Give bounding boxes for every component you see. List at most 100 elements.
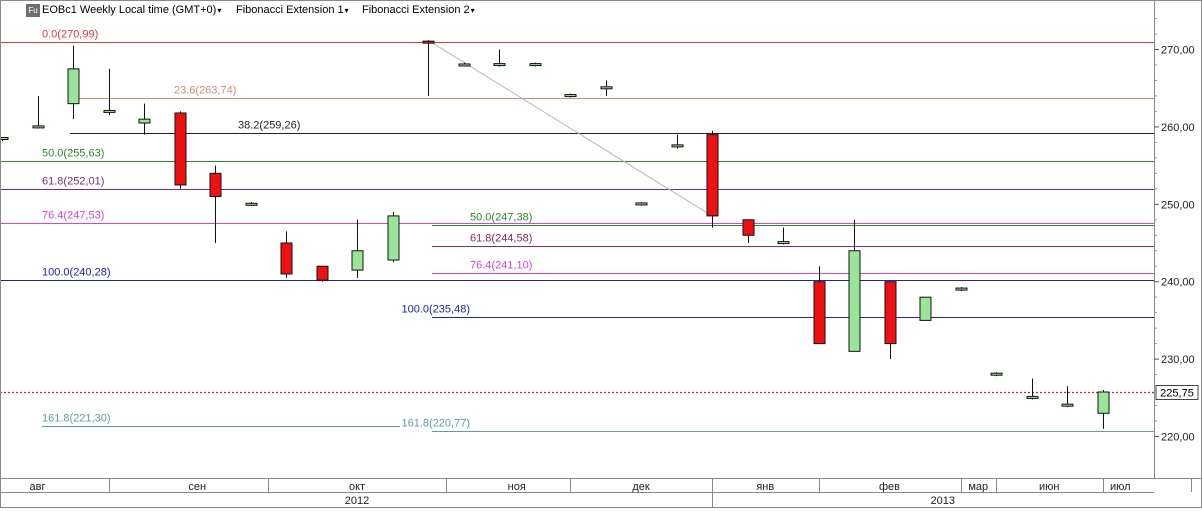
year-label: 2013 bbox=[931, 495, 955, 507]
candle-body-down bbox=[884, 281, 897, 345]
month-label: авг bbox=[30, 481, 46, 493]
last-price-label: 225,75 bbox=[1160, 388, 1194, 400]
candle-body-up bbox=[564, 94, 577, 98]
month-label: июл bbox=[1110, 481, 1131, 493]
last-price-box bbox=[1155, 385, 1199, 400]
candle-body-up bbox=[600, 86, 613, 90]
candle-body-up bbox=[493, 63, 506, 67]
candle-body-up bbox=[1061, 403, 1074, 407]
candle bbox=[493, 49, 506, 67]
candles bbox=[0, 40, 1110, 429]
candle bbox=[351, 219, 364, 278]
indicator-fib-ext-1-menu[interactable]: Fibonacci Extension 1▾ bbox=[236, 3, 349, 18]
candle bbox=[635, 201, 648, 206]
candle-body-up bbox=[671, 144, 684, 148]
month-label: янв bbox=[756, 481, 774, 493]
candle bbox=[742, 219, 755, 243]
fib2-level-label: 76.4(241,10) bbox=[470, 260, 532, 272]
y-tick-label: 230,00 bbox=[1161, 354, 1195, 366]
candle bbox=[955, 287, 968, 291]
fib1-level-label: 100.0(240,28) bbox=[42, 267, 111, 279]
candle bbox=[209, 165, 222, 243]
fib2-level-label: 161.8(220,77) bbox=[402, 418, 471, 430]
candle bbox=[280, 231, 293, 278]
y-tick-label: 250,00 bbox=[1161, 199, 1195, 211]
candle-body-up bbox=[777, 241, 790, 245]
candle bbox=[422, 40, 435, 96]
candle bbox=[600, 80, 613, 96]
candle bbox=[32, 95, 45, 129]
chevron-down-icon: ▾ bbox=[470, 6, 475, 15]
fibonacci-lines bbox=[0, 42, 1154, 432]
candle-body-up bbox=[919, 296, 932, 321]
month-label: ноя bbox=[508, 481, 526, 493]
candle bbox=[245, 201, 258, 206]
y-tick-label: 260,00 bbox=[1161, 122, 1195, 134]
candle-body-up bbox=[245, 202, 258, 206]
indicator-fib-ext-2-label: Fibonacci Extension 2 bbox=[362, 4, 470, 16]
candle bbox=[458, 62, 471, 67]
candle-body-down bbox=[422, 40, 435, 44]
candle-body-down bbox=[174, 112, 187, 186]
candle-body-up bbox=[32, 125, 45, 129]
candle bbox=[174, 111, 187, 189]
fibonacci-labels: 0.0(270,99) 23.6(263,74) 38.2(259,26) 50.0(… bbox=[42, 29, 532, 430]
candle bbox=[671, 134, 684, 149]
chevron-down-icon: ▾ bbox=[344, 6, 349, 15]
fib1-level-label: 61.8(252,01) bbox=[42, 176, 104, 188]
month-label: дек bbox=[632, 481, 650, 493]
fib2-level-label: 61.8(244,58) bbox=[470, 233, 532, 245]
candle-body-down bbox=[742, 219, 755, 236]
fib2-level-label: 100.0(235,48) bbox=[402, 304, 471, 316]
candle bbox=[706, 130, 719, 228]
trend-line bbox=[427, 39, 713, 217]
fib1-level-label: 38.2(259,26) bbox=[238, 120, 300, 132]
candle-body-up bbox=[103, 109, 116, 113]
candle-body-up bbox=[1026, 395, 1039, 399]
candle bbox=[1061, 386, 1074, 408]
year-label: 2012 bbox=[345, 495, 369, 507]
candle-body-up bbox=[955, 287, 968, 291]
candle bbox=[316, 265, 329, 282]
candle bbox=[777, 227, 790, 245]
fib1-level-label: 0.0(270,99) bbox=[42, 29, 98, 41]
candle-body-down bbox=[316, 265, 329, 281]
instrument-title: EOBc1 Weekly Local time (GMT+0) bbox=[42, 4, 217, 16]
candle-body-up bbox=[387, 215, 400, 261]
candle bbox=[884, 281, 897, 360]
candle-body-up bbox=[351, 250, 364, 271]
fibonacci-trend-line bbox=[427, 39, 713, 217]
candle bbox=[67, 45, 80, 120]
candle bbox=[919, 296, 932, 321]
y-tick-label: 270,00 bbox=[1161, 45, 1195, 57]
candle bbox=[529, 62, 542, 67]
symbol-badge[interactable]: Fu bbox=[26, 4, 40, 17]
chevron-down-icon: ▾ bbox=[217, 6, 222, 15]
candle bbox=[138, 103, 151, 135]
candle bbox=[990, 372, 1003, 377]
candle-body-up bbox=[635, 202, 648, 206]
candle-body-up bbox=[0, 137, 9, 141]
indicator-fib-ext-2-menu[interactable]: Fibonacci Extension 2▾ bbox=[362, 3, 475, 18]
candle-body-up bbox=[848, 250, 861, 352]
month-label: окт bbox=[349, 481, 365, 493]
y-tick-label: 220,00 bbox=[1161, 432, 1195, 444]
candle-body-up bbox=[529, 63, 542, 67]
candle-body-down bbox=[706, 134, 719, 217]
candle-body-up bbox=[1097, 391, 1110, 414]
fib1-level-label: 50.0(255,63) bbox=[42, 148, 104, 160]
month-label: мар bbox=[968, 481, 988, 493]
candle-body-up bbox=[138, 118, 151, 124]
candle bbox=[387, 212, 400, 263]
fib2-level-label: 50.0(247,38) bbox=[470, 212, 532, 224]
month-label: июн bbox=[1039, 481, 1059, 493]
month-label: сен bbox=[188, 481, 206, 493]
candle bbox=[1097, 390, 1110, 429]
candle bbox=[103, 68, 116, 116]
candle-body-up bbox=[458, 63, 471, 67]
candle-body-up bbox=[67, 68, 80, 105]
candle-body-down bbox=[813, 281, 826, 345]
instrument-title-menu[interactable]: EOBc1 Weekly Local time (GMT+0)▾ bbox=[42, 3, 221, 18]
y-tick-label: 240,00 bbox=[1161, 277, 1195, 289]
